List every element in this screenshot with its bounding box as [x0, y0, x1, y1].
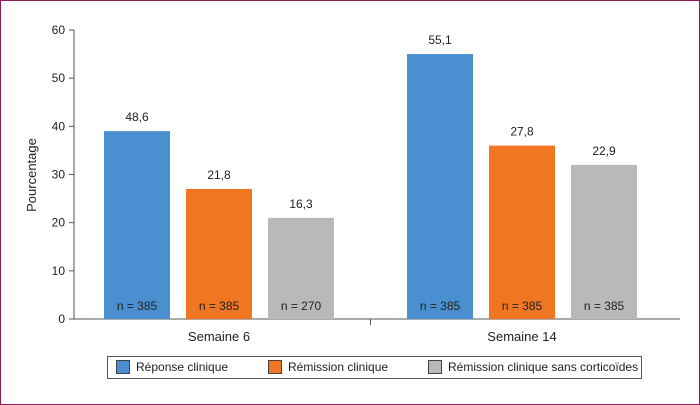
legend-swatch-remission	[268, 360, 282, 374]
bar-n-label: n = 385	[420, 299, 461, 313]
bar-value-label: 48,6	[125, 110, 149, 124]
bars	[104, 54, 637, 319]
y-tick-label: 10	[52, 264, 66, 278]
x-category-label: Semaine 14	[487, 329, 556, 344]
bar-n-label: n = 385	[502, 299, 543, 313]
bar	[268, 217, 334, 319]
y-tick-label: 60	[52, 23, 66, 37]
legend-item-remission-sans-corticoides: Rémission clinique sans corticoïdes	[428, 360, 638, 374]
legend-label-remission-sans-corticoides: Rémission clinique sans corticoïdes	[448, 360, 639, 374]
bar-value-label: 27,8	[510, 125, 534, 139]
x-category-label: Semaine 6	[188, 329, 250, 344]
bar-value-label: 55,1	[428, 33, 452, 47]
y-tick-label: 40	[52, 119, 66, 133]
legend-swatch-reponse	[116, 360, 130, 374]
legend: Réponse clinique Rémission clinique Rémi…	[107, 356, 642, 379]
bar	[407, 54, 473, 319]
y-tick-label: 20	[52, 216, 66, 230]
bar-value-label: 22,9	[592, 144, 616, 158]
legend-item-reponse: Réponse clinique	[116, 360, 228, 374]
labels: 48,6 n = 385 21,8 n = 385 16,3 n = 270 Semaine…	[117, 33, 625, 344]
legend-swatch-remission-sans-corticoides	[428, 360, 442, 374]
legend-item-remission: Rémission clinique	[268, 360, 388, 374]
y-tick-label: 0	[58, 312, 65, 326]
bar	[104, 131, 170, 319]
bar	[186, 188, 252, 319]
bar-n-label: n = 385	[199, 299, 240, 313]
bar-value-label: 21,8	[207, 168, 231, 182]
bar-n-label: n = 385	[584, 299, 625, 313]
y-axis-title: Pourcentage	[24, 138, 39, 212]
bar	[489, 145, 555, 319]
bar-value-label: 16,3	[289, 197, 313, 211]
y-tick-label: 30	[52, 168, 66, 182]
bar-n-label: n = 270	[281, 299, 322, 313]
y-tick-label: 50	[52, 71, 66, 85]
bar	[571, 164, 637, 319]
bar-n-label: n = 385	[117, 299, 158, 313]
legend-label-remission: Rémission clinique	[288, 360, 389, 374]
legend-label-reponse: Réponse clinique	[136, 360, 229, 374]
